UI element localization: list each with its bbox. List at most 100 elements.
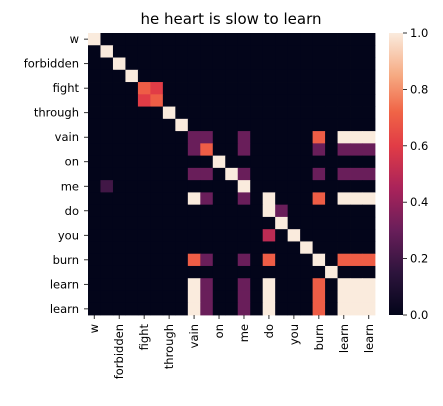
heatmap-cell (300, 106, 314, 120)
heatmap-cell (362, 82, 376, 95)
heatmap-cell (187, 167, 201, 181)
heatmap-cell (187, 241, 201, 255)
colorbar-tick-label: 0.8 (410, 82, 428, 96)
heatmap-cell (250, 118, 264, 132)
heatmap-cell (225, 69, 239, 83)
heatmap-cell (187, 143, 201, 157)
heatmap-cell (88, 278, 101, 291)
heatmap-cell (125, 290, 139, 304)
heatmap-cell (150, 290, 164, 304)
y-tick-label: learn (50, 302, 79, 316)
heatmap-cell (300, 253, 314, 267)
heatmap-cell (300, 180, 314, 193)
heatmap-cell (237, 167, 251, 181)
heatmap-cell (350, 131, 363, 144)
heatmap-cell (287, 82, 301, 95)
heatmap-cell (287, 229, 301, 242)
heatmap-cell (150, 241, 164, 255)
heatmap-cell (250, 204, 264, 218)
heatmap-cell (137, 180, 151, 193)
heatmap-cell (212, 290, 226, 304)
heatmap-cell (225, 45, 239, 58)
heatmap-cell (137, 45, 151, 58)
heatmap-cell (350, 253, 363, 267)
heatmap-cell (137, 143, 151, 157)
heatmap-cell (187, 265, 201, 279)
heatmap-cell (137, 94, 151, 107)
heatmap-cell (237, 143, 251, 157)
colorbar-tick-label: 0.2 (410, 252, 428, 266)
heatmap-cell (88, 57, 101, 71)
heatmap-cell (300, 155, 314, 169)
heatmap-cell (88, 155, 101, 169)
heatmap-cell (250, 106, 264, 120)
heatmap-cell (262, 192, 276, 206)
heatmap-cell (225, 192, 239, 206)
heatmap-cell (212, 167, 226, 181)
heatmap-cell (362, 278, 376, 291)
heatmap-cell (100, 106, 114, 120)
heatmap-cell (137, 167, 151, 181)
heatmap-cell (312, 69, 326, 83)
heatmap-cell (362, 302, 376, 316)
heatmap-cell (112, 69, 126, 83)
heatmap-cell (212, 229, 226, 242)
heatmap-cell (112, 302, 126, 316)
heatmap-cell (162, 167, 176, 181)
heatmap-cell (325, 229, 338, 242)
heatmap-cell (287, 155, 301, 169)
heatmap-cell (175, 241, 189, 255)
heatmap-cell (237, 33, 251, 46)
heatmap-cell (200, 69, 214, 83)
heatmap-cell (287, 204, 301, 218)
x-tick-label: you (287, 324, 301, 345)
heatmap-cell (312, 167, 326, 181)
heatmap-cell (100, 167, 114, 181)
heatmap-cell (362, 265, 376, 279)
heatmap-cell (100, 180, 114, 193)
heatmap-cell (137, 253, 151, 267)
heatmap-cell (325, 192, 338, 206)
heatmap-cell (275, 69, 289, 83)
y-axis: w forbidden fight through vain on me do you burn l… (24, 32, 88, 316)
heatmap-cell (262, 131, 276, 144)
heatmap-cell (312, 180, 326, 193)
heatmap-cell (350, 192, 363, 206)
heatmap-cell (262, 253, 276, 267)
heatmap-cell (262, 45, 276, 58)
heatmap-cell (312, 302, 326, 316)
heatmap-cell (200, 57, 214, 71)
heatmap-cell (225, 143, 239, 157)
heatmap-cell (250, 241, 264, 255)
heatmap-cell (212, 82, 226, 95)
heatmap-cell (187, 155, 201, 169)
heatmap-cell (212, 180, 226, 193)
heatmap-cell (337, 167, 351, 181)
heatmap-cell (200, 155, 214, 169)
heatmap-cell (250, 278, 264, 291)
heatmap-cell (200, 290, 214, 304)
heatmap-cell (337, 216, 351, 230)
heatmap-cell (200, 167, 214, 181)
heatmap-cell (237, 106, 251, 120)
heatmap-cell (275, 204, 289, 218)
heatmap-cell (150, 253, 164, 267)
heatmap-cell (100, 204, 114, 218)
heatmap-cell (250, 82, 264, 95)
heatmap-cell (362, 106, 376, 120)
heatmap-cell (287, 192, 301, 206)
heatmap-cell (125, 241, 139, 255)
heatmap-cell (175, 33, 189, 46)
heatmap-cell (212, 241, 226, 255)
heatmap-cell (162, 241, 176, 255)
heatmap-cell (212, 45, 226, 58)
heatmap-cell (275, 94, 289, 107)
heatmap-cell (162, 265, 176, 279)
heatmap-cell (88, 192, 101, 206)
heatmap-cell (312, 253, 326, 267)
heatmap-cell (250, 180, 264, 193)
y-tick-label: forbidden (24, 57, 79, 71)
heatmap-cell (175, 143, 189, 157)
heatmap-cell (225, 118, 239, 132)
heatmap-cell (125, 204, 139, 218)
